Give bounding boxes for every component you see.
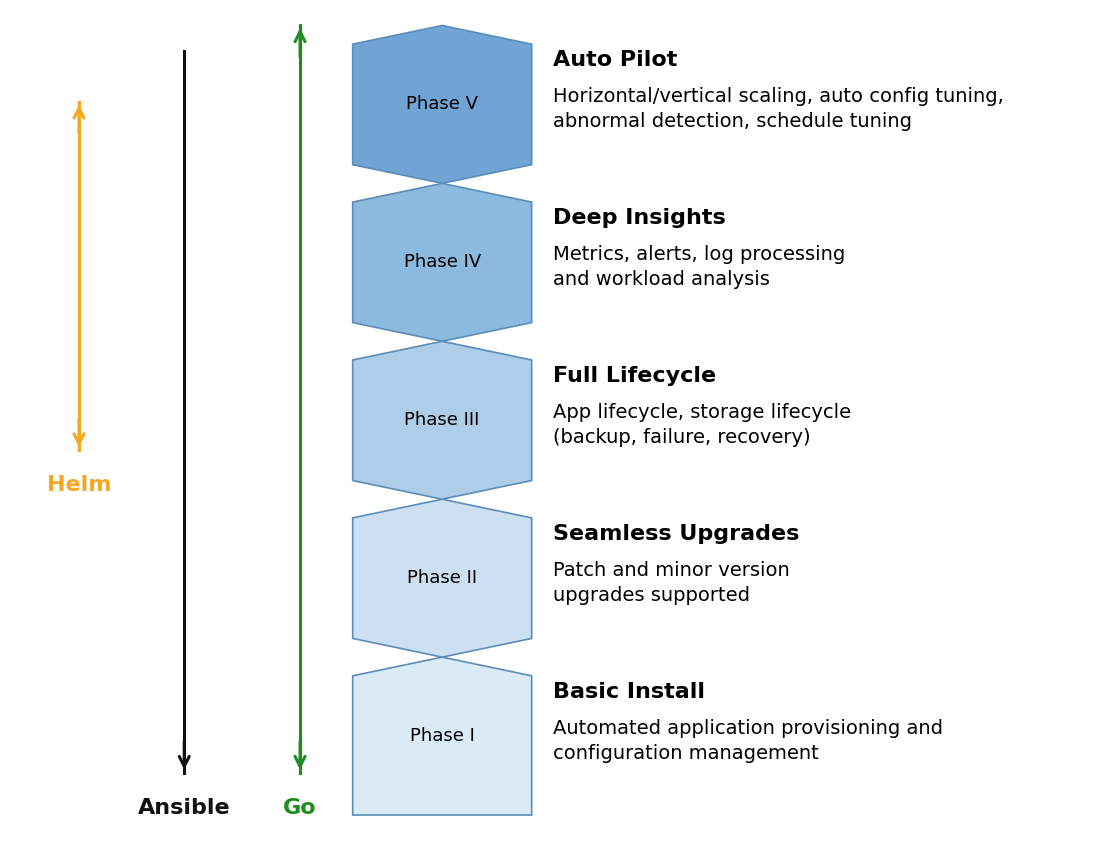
Text: Seamless Upgrades: Seamless Upgrades <box>553 524 799 544</box>
Text: Auto Pilot: Auto Pilot <box>553 50 677 70</box>
Text: Ansible: Ansible <box>138 798 231 818</box>
Polygon shape <box>353 657 532 815</box>
Polygon shape <box>353 499 532 657</box>
Polygon shape <box>353 183 532 341</box>
Text: Go: Go <box>284 798 317 818</box>
Text: Patch and minor version
upgrades supported: Patch and minor version upgrades support… <box>553 561 789 605</box>
Text: Phase I: Phase I <box>410 727 475 745</box>
Text: Automated application provisioning and
configuration management: Automated application provisioning and c… <box>553 719 943 763</box>
Text: Phase IV: Phase IV <box>403 253 480 272</box>
Text: Metrics, alerts, log processing
and workload analysis: Metrics, alerts, log processing and work… <box>553 245 845 290</box>
Text: App lifecycle, storage lifecycle
(backup, failure, recovery): App lifecycle, storage lifecycle (backup… <box>553 403 851 447</box>
Text: Phase III: Phase III <box>404 411 480 430</box>
Text: Horizontal/vertical scaling, auto config tuning,
abnormal detection, schedule tu: Horizontal/vertical scaling, auto config… <box>553 87 1003 132</box>
Text: Phase V: Phase V <box>407 95 478 114</box>
Text: Deep Insights: Deep Insights <box>553 208 725 228</box>
Text: Helm: Helm <box>47 475 111 496</box>
Text: Full Lifecycle: Full Lifecycle <box>553 366 715 386</box>
Polygon shape <box>353 25 532 183</box>
Polygon shape <box>353 341 532 499</box>
Text: Basic Install: Basic Install <box>553 682 704 702</box>
Text: Phase II: Phase II <box>407 569 477 588</box>
